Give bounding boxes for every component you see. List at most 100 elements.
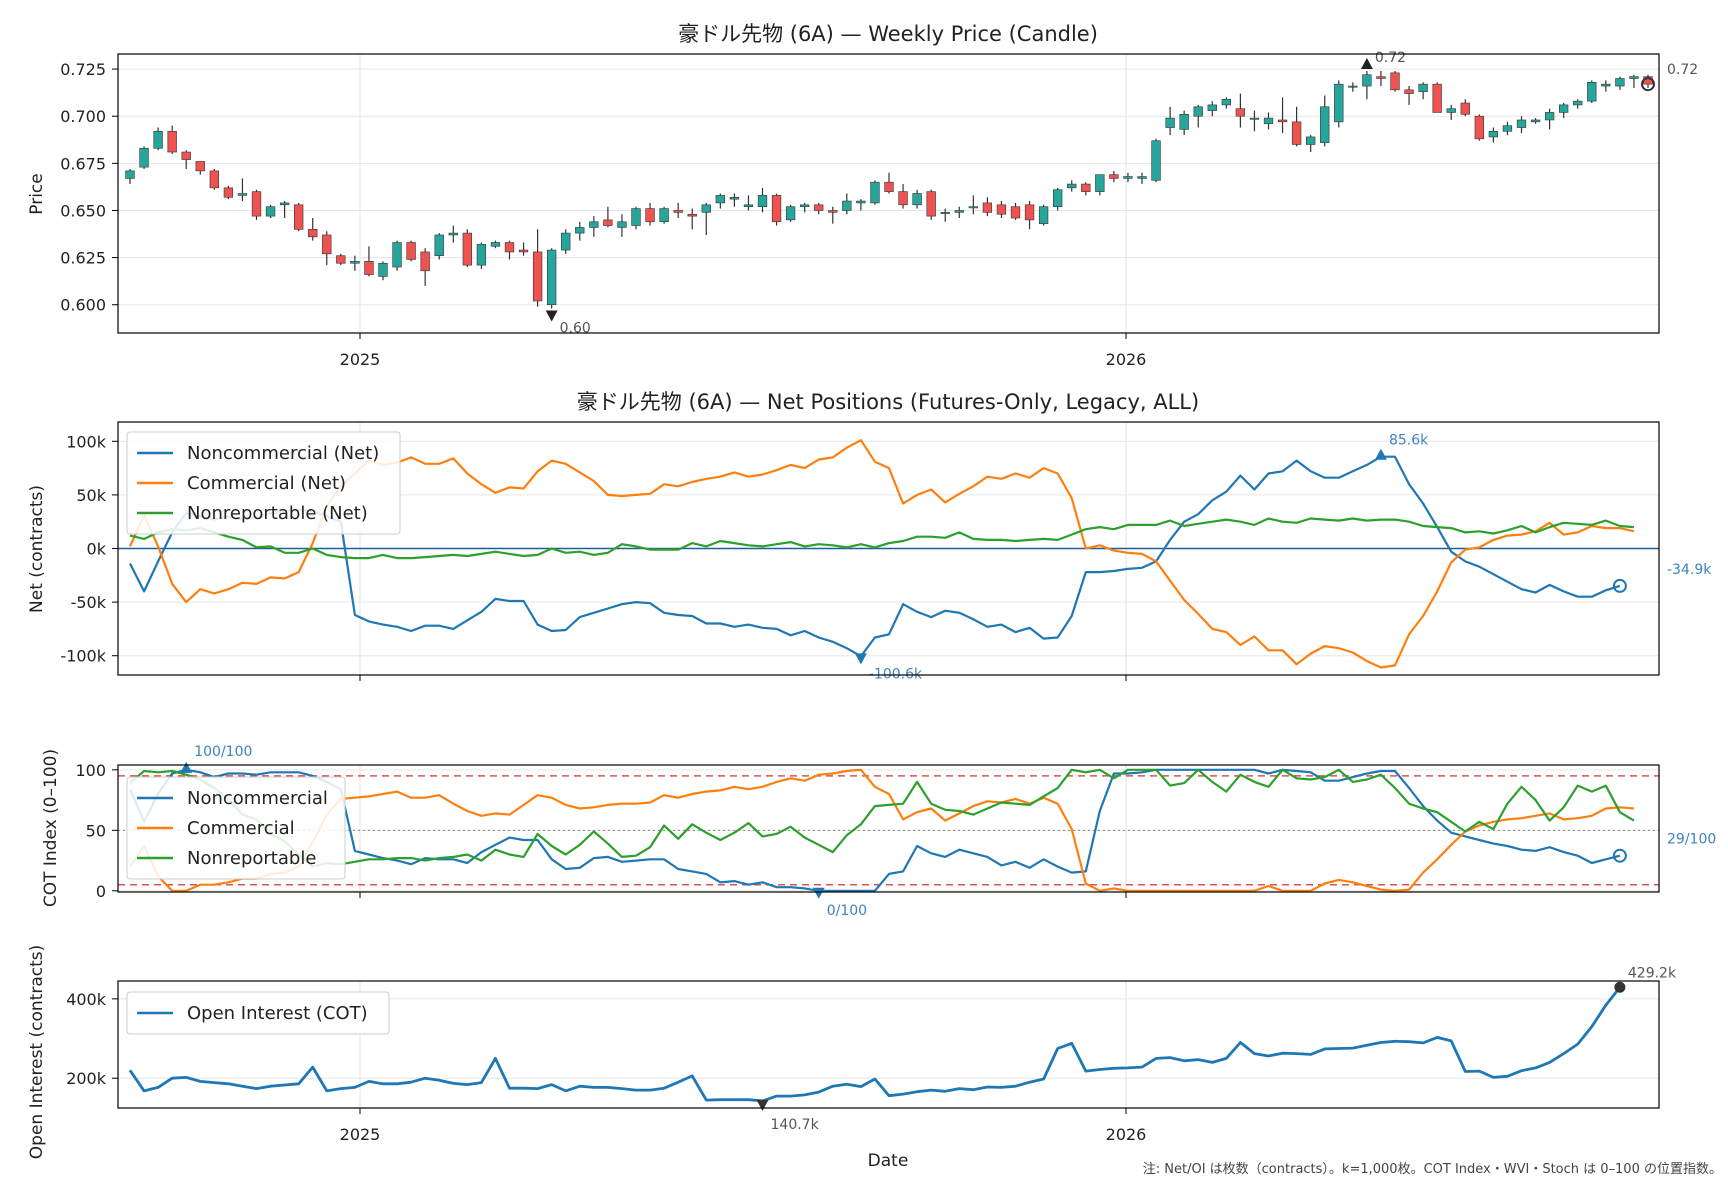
- candle-body: [279, 202, 290, 206]
- footnote: 注: Net/OI は枚数（contracts）。k=1,000枚。COT In…: [1143, 1162, 1722, 1177]
- y-tick-label: 50k: [76, 486, 106, 505]
- candle-body: [294, 204, 304, 230]
- oi-y-ticks: 200k 400k: [66, 990, 118, 1088]
- candle-body: [1362, 74, 1372, 87]
- candle-body: [1165, 117, 1175, 128]
- net-legend: Noncommercial (Net) Commercial (Net) Nonre…: [126, 431, 401, 535]
- price-y-axis-label: Price: [27, 173, 47, 214]
- x-tick-label: 2025: [340, 1125, 381, 1144]
- y-tick-label: 100: [75, 761, 106, 780]
- candle-body: [139, 147, 149, 168]
- candle-body: [659, 208, 669, 223]
- candle-body: [1601, 83, 1611, 87]
- candle-body: [561, 232, 571, 251]
- candle-body: [1432, 83, 1442, 113]
- candle-body: [1081, 183, 1091, 192]
- cot-annotations: 100/100 0/100 29/100: [180, 744, 1716, 919]
- candle-body: [1067, 183, 1077, 189]
- candle-body: [996, 204, 1007, 215]
- candle-body: [1179, 114, 1189, 130]
- price-panel-title: 豪ドル先物 (6A) — Weekly Price (Candle): [678, 22, 1098, 46]
- candle-body: [251, 191, 262, 217]
- oi-x-ticks: 2025 2026: [340, 1108, 1147, 1144]
- y-tick-label: 0.600: [60, 296, 106, 315]
- last-price-label: 0.72: [1667, 62, 1698, 78]
- candle-body: [884, 181, 894, 192]
- candle-body: [757, 195, 768, 207]
- low-label: 0.60: [560, 320, 591, 336]
- candle-body: [1502, 125, 1513, 132]
- y-tick-label: -50k: [71, 593, 107, 612]
- oi-max-label: 429.2k: [1628, 965, 1677, 981]
- candle-body: [1418, 83, 1428, 93]
- candle-body: [1320, 106, 1330, 143]
- candle-body: [631, 208, 641, 226]
- candle-body: [687, 213, 697, 217]
- candle-body: [1516, 119, 1527, 128]
- candle-body: [1460, 102, 1470, 115]
- candle-body: [743, 204, 754, 207]
- oi-annotations: 429.2k 140.7k: [756, 965, 1677, 1133]
- candle-body: [856, 200, 866, 204]
- candle-body: [392, 242, 402, 268]
- noncommercial-last-label: -34.9k: [1667, 562, 1712, 578]
- oi-lines: [128, 986, 1621, 1103]
- candle-body: [1306, 136, 1316, 145]
- high-marker: [1360, 57, 1373, 69]
- series-line-noncommercial: [128, 768, 1621, 892]
- net-panel-title: 豪ドル先物 (6A) — Net Positions (Futures-Only…: [577, 390, 1199, 414]
- legend-label: Nonreportable: [187, 848, 316, 869]
- candle-body: [1348, 85, 1358, 88]
- candle-body: [364, 261, 374, 275]
- legend-label: Noncommercial: [187, 788, 328, 809]
- candle-body: [1291, 121, 1302, 145]
- legend-box: [126, 991, 390, 1035]
- legend-box: [126, 431, 401, 535]
- noncommercial-max-label: 85.6k: [1389, 433, 1429, 449]
- series-line-open-interest-cot-: [128, 986, 1621, 1103]
- candle-body: [195, 161, 205, 172]
- candle-body: [954, 210, 964, 213]
- candle-body: [406, 242, 416, 260]
- candle-body: [575, 227, 585, 234]
- candle-body: [1263, 117, 1274, 125]
- candle-body: [800, 204, 810, 207]
- x-tick-label: 2026: [1106, 1125, 1147, 1144]
- candle-body: [1193, 106, 1203, 117]
- y-tick-label: 0.650: [60, 201, 106, 220]
- candle-body: [617, 221, 627, 228]
- candle-body: [912, 193, 922, 206]
- candle-body: [1587, 81, 1597, 102]
- candle-body: [1151, 140, 1161, 181]
- cot-max-marker: [180, 761, 193, 773]
- candle-body: [1488, 130, 1499, 138]
- candle-body: [448, 232, 458, 236]
- y-tick-label: 50: [86, 821, 106, 840]
- candle-body: [125, 170, 135, 179]
- candle-body: [153, 130, 163, 149]
- candle-body: [1615, 78, 1625, 87]
- cot-legend: Noncommercial Commercial Nonreportable: [126, 776, 346, 880]
- net-y-axis-label: Net (contracts): [27, 485, 47, 613]
- candle-body: [1109, 174, 1119, 179]
- candle-body: [518, 249, 529, 253]
- candle-body: [940, 212, 950, 214]
- y-tick-label: 200k: [66, 1069, 107, 1088]
- price-x-ticks: 2025 2026: [340, 333, 1146, 369]
- candle-body: [645, 208, 655, 223]
- candle-body: [842, 200, 852, 211]
- candle-body: [729, 196, 740, 200]
- y-tick-label: 0.725: [60, 60, 106, 79]
- candle-body: [1334, 83, 1344, 123]
- candle-body: [1137, 176, 1147, 179]
- candle-body: [1446, 108, 1456, 113]
- y-tick-label: -100k: [60, 647, 106, 666]
- y-tick-label: 0.625: [60, 249, 106, 268]
- noncommercial-min-marker: [854, 653, 867, 665]
- price-annotations: 0.72 0.60 0.72: [545, 50, 1698, 336]
- candle-body: [1249, 117, 1260, 120]
- candle-body: [308, 229, 318, 238]
- candle-body: [1038, 206, 1049, 224]
- candle-body: [1024, 204, 1035, 221]
